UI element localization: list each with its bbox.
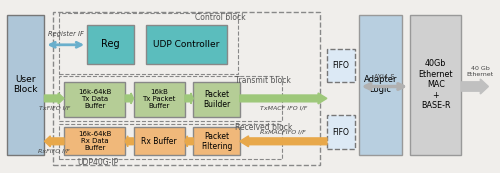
- Text: 40Gb
Ethernet
MAC
+
BASE-R: 40Gb Ethernet MAC + BASE-R: [418, 60, 453, 110]
- Bar: [358, 15, 402, 155]
- Bar: [134, 82, 185, 117]
- Text: RxFIFO I/F: RxFIFO I/F: [38, 148, 70, 153]
- Bar: [64, 82, 125, 117]
- Text: Adapter
Logic: Adapter Logic: [364, 75, 397, 94]
- Bar: [146, 25, 226, 63]
- Bar: [59, 76, 282, 121]
- Bar: [8, 15, 44, 155]
- Bar: [327, 49, 356, 82]
- Text: Reg: Reg: [101, 39, 119, 49]
- Bar: [410, 15, 462, 155]
- Bar: [59, 13, 238, 74]
- Text: 40 Gb
Ethernet: 40 Gb Ethernet: [466, 66, 493, 77]
- FancyArrow shape: [44, 93, 64, 104]
- FancyArrow shape: [240, 136, 327, 147]
- Text: FIFO: FIFO: [332, 128, 349, 136]
- Text: Control block: Control block: [194, 13, 246, 22]
- Bar: [194, 127, 240, 155]
- Text: Packet
Builder: Packet Builder: [203, 90, 230, 109]
- Bar: [64, 127, 125, 155]
- FancyArrow shape: [462, 79, 488, 94]
- FancyArrow shape: [44, 136, 64, 147]
- Text: 16k-64kB
Rx Data
Buffer: 16k-64kB Rx Data Buffer: [78, 131, 112, 151]
- Text: AXI4-S: AXI4-S: [374, 74, 395, 80]
- FancyArrow shape: [125, 93, 134, 104]
- Bar: [87, 25, 134, 63]
- Bar: [194, 82, 240, 117]
- Text: UDP40G-IP: UDP40G-IP: [78, 158, 118, 167]
- Text: Received block: Received block: [236, 122, 292, 131]
- Bar: [53, 12, 320, 165]
- Bar: [327, 115, 356, 149]
- FancyArrow shape: [185, 93, 194, 104]
- Text: UDP Controller: UDP Controller: [153, 40, 220, 49]
- Text: 16k-64kB
Tx Data
Buffer: 16k-64kB Tx Data Buffer: [78, 89, 112, 109]
- FancyArrow shape: [185, 136, 194, 147]
- Text: Register IF: Register IF: [48, 31, 84, 37]
- Text: TxMACF IFO I/F: TxMACF IFO I/F: [260, 106, 307, 110]
- Text: Rx Buffer: Rx Buffer: [142, 137, 177, 146]
- Text: Transmit block: Transmit block: [236, 76, 291, 85]
- FancyArrow shape: [125, 136, 134, 147]
- Text: 16kB
Tx Packet
Buffer: 16kB Tx Packet Buffer: [142, 89, 176, 109]
- FancyArrow shape: [240, 93, 327, 104]
- Text: TxFIFO I/F: TxFIFO I/F: [38, 106, 70, 110]
- Text: RxMACFIFO I/F: RxMACFIFO I/F: [260, 129, 306, 134]
- Text: Packet
Filtering: Packet Filtering: [201, 132, 232, 151]
- Text: FIFO: FIFO: [332, 61, 349, 70]
- Bar: [59, 124, 282, 159]
- Bar: [134, 127, 185, 155]
- Text: User
Block: User Block: [14, 75, 38, 94]
